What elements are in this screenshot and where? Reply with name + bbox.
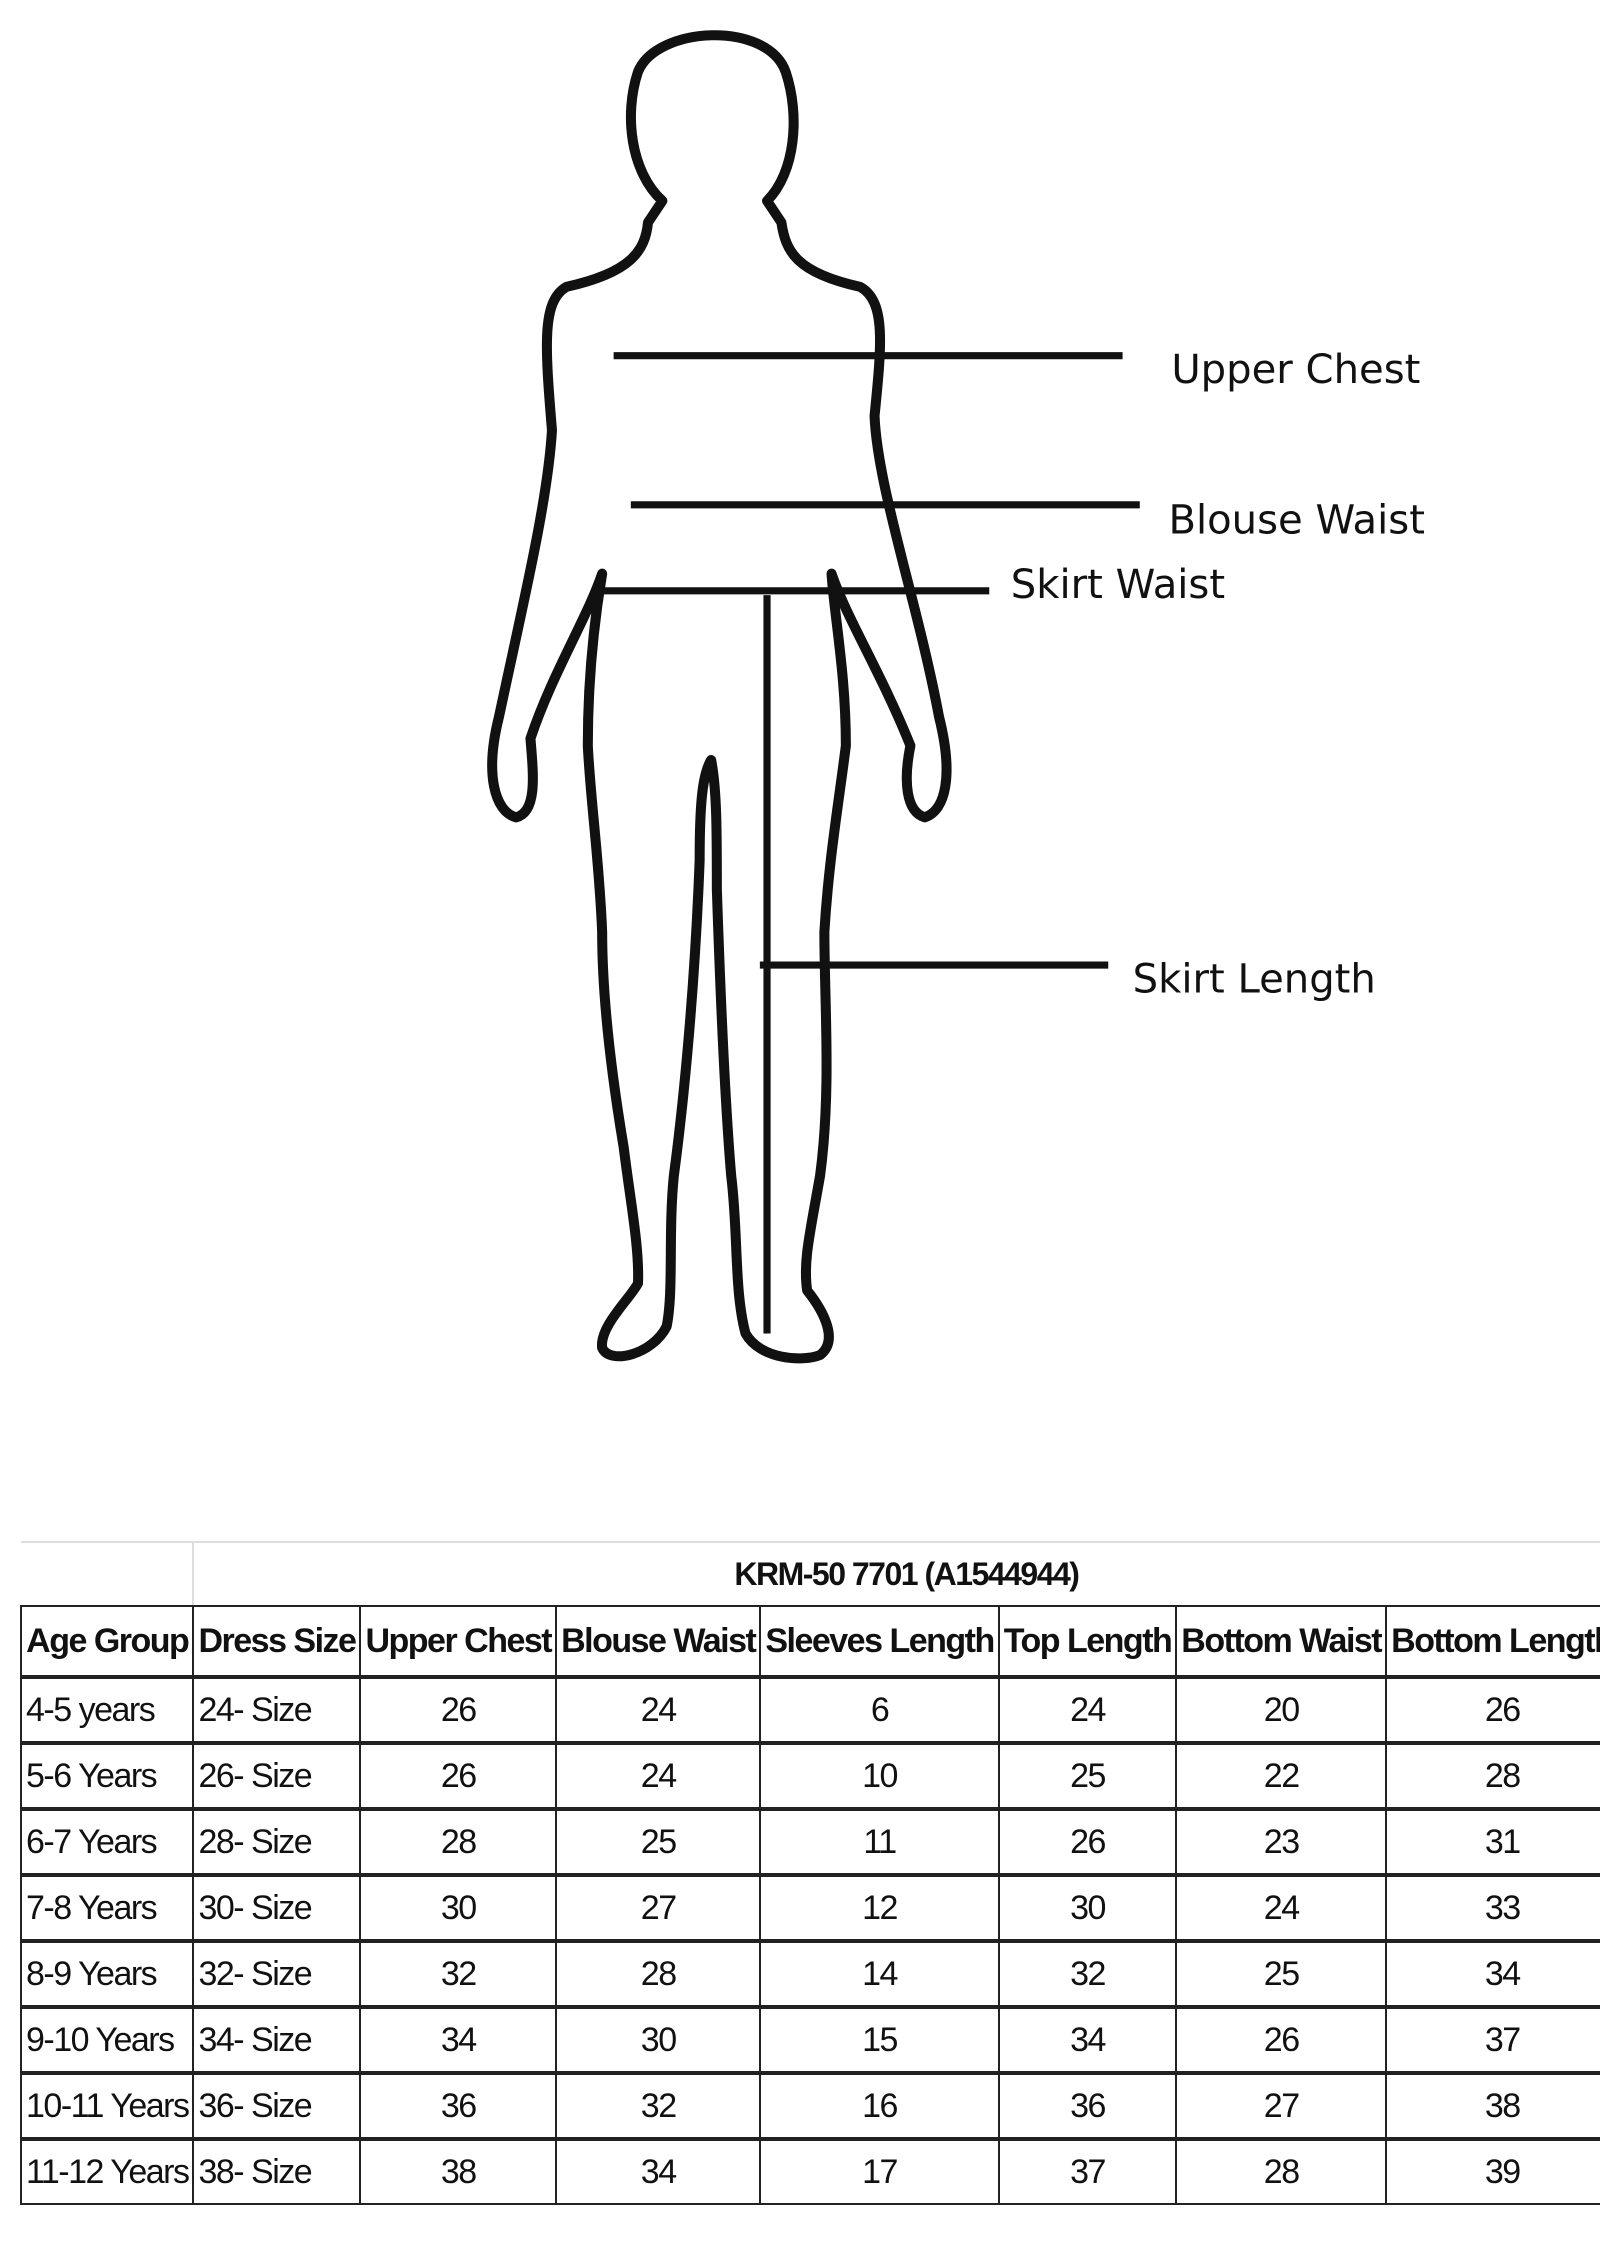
table-cell: 26	[1175, 2005, 1388, 2074]
table-cell: 34	[555, 2137, 762, 2205]
table-row: 7-8 Years 30- Size 30 27 12 30 24 33	[19, 1873, 1600, 1942]
table-cell: 30	[555, 2005, 762, 2074]
table-cell: 33	[1385, 1873, 1600, 1942]
column-header: Bottom Length	[1385, 1605, 1600, 1678]
table-cell: 36- Size	[192, 2071, 362, 2140]
table-cell: 36	[359, 2071, 558, 2140]
table-cell: 32	[555, 2071, 762, 2140]
column-header: Top Length	[997, 1605, 1178, 1678]
table-cell: 5-6 Years	[19, 1741, 195, 1810]
body-silhouette	[487, 30, 952, 1364]
table-cell: 6-7 Years	[19, 1807, 195, 1876]
table-row: 10-11 Years 36- Size 36 32 16 36 27 38	[19, 2071, 1600, 2140]
body-measurement-diagram: Upper Chest Blouse Waist Skirt Waist Ski…	[487, 30, 1425, 1364]
table-cell: 14	[759, 1939, 1000, 2008]
table-cell: 34	[1385, 1939, 1600, 2008]
table-cell: 25	[997, 1741, 1178, 1810]
table-cell: 25	[555, 1807, 762, 1876]
blouse-waist-label: Blouse Waist	[1168, 497, 1424, 543]
table-cell: 38- Size	[192, 2137, 362, 2205]
table-cell: 24	[997, 1675, 1178, 1744]
column-header: Dress Size	[192, 1605, 362, 1678]
table-cell: 26	[1385, 1675, 1600, 1744]
table-cell: 6	[759, 1675, 1000, 1744]
table-row: 9-10 Years 34- Size 34 30 15 34 26 37	[19, 2005, 1600, 2074]
column-header: Sleeves Length	[759, 1605, 1000, 1678]
column-header: Age Group	[19, 1605, 195, 1678]
table-cell: 10	[759, 1741, 1000, 1810]
table-cell: 25	[1175, 1939, 1388, 2008]
table-cell: 38	[1385, 2071, 1600, 2140]
table-cell: 28	[1385, 1741, 1600, 1810]
table-row: 6-7 Years 28- Size 28 25 11 26 23 31	[19, 1807, 1600, 1876]
table-row: 8-9 Years 32- Size 32 28 14 32 25 34	[19, 1939, 1600, 2008]
table-cell: 24	[1175, 1873, 1388, 1942]
size-chart-table: KRM-50 7701 (A1544944) Age Group Dress Si…	[19, 1541, 1600, 2205]
table-cell: 24	[555, 1741, 762, 1810]
table-cell: 30- Size	[192, 1873, 362, 1942]
table-cell: 34	[997, 2005, 1178, 2074]
column-header: Blouse Waist	[555, 1605, 762, 1678]
blank-cell	[21, 1541, 195, 1607]
table-cell: 28	[555, 1939, 762, 2008]
table-cell: 23	[1175, 1807, 1388, 1876]
table-cell: 8-9 Years	[19, 1939, 195, 2008]
table-cell: 15	[759, 2005, 1000, 2074]
table-cell: 26	[997, 1807, 1178, 1876]
table-cell: 31	[1385, 1807, 1600, 1876]
skirt-length-label: Skirt Length	[1133, 956, 1376, 1002]
table-cell: 7-8 Years	[19, 1873, 195, 1942]
table-cell: 27	[555, 1873, 762, 1942]
table-row: 11-12 Years 38- Size 38 34 17 37 28 39	[19, 2137, 1600, 2205]
table-cell: 12	[759, 1873, 1000, 1942]
table-cell: 9-10 Years	[19, 2005, 195, 2074]
column-header: Upper Chest	[359, 1605, 558, 1678]
table-cell: 26	[359, 1675, 558, 1744]
table-cell: 28	[359, 1807, 558, 1876]
table-cell: 32- Size	[192, 1939, 362, 2008]
table-cell: 30	[359, 1873, 558, 1942]
table-row: 5-6 Years 26- Size 26 24 10 25 22 28	[19, 1741, 1600, 1810]
table-cell: 37	[997, 2137, 1178, 2205]
table-cell: 28	[1175, 2137, 1388, 2205]
table-cell: 38	[359, 2137, 558, 2205]
table-cell: 30	[997, 1873, 1178, 1942]
table-cell: 17	[759, 2137, 1000, 2205]
table-cell: 24	[555, 1675, 762, 1744]
table-cell: 24- Size	[192, 1675, 362, 1744]
table-cell: 32	[997, 1939, 1178, 2008]
table-cell: 20	[1175, 1675, 1388, 1744]
table-cell: 11	[759, 1807, 1000, 1876]
table-cell: 26- Size	[192, 1741, 362, 1810]
table-cell: 32	[359, 1939, 558, 2008]
table-header-row: Age Group Dress Size Upper Chest Blouse Wai…	[19, 1605, 1600, 1678]
table-cell: 4-5 years	[19, 1675, 195, 1744]
table-cell: 27	[1175, 2071, 1388, 2140]
table-cell: 39	[1385, 2137, 1600, 2205]
table-title-row: KRM-50 7701 (A1544944)	[21, 1541, 1600, 1607]
table-cell: 34	[359, 2005, 558, 2074]
table-row: 4-5 years 24- Size 26 24 6 24 20 26	[19, 1675, 1600, 1744]
table-cell: 26	[359, 1741, 558, 1810]
table-cell: 11-12 Years	[19, 2137, 195, 2205]
column-header: Bottom Waist	[1175, 1605, 1388, 1678]
upper-chest-label: Upper Chest	[1171, 347, 1420, 393]
product-code-title: KRM-50 7701 (A1544944)	[193, 1541, 1600, 1607]
table-cell: 10-11 Years	[19, 2071, 195, 2140]
table-cell: 28- Size	[192, 1807, 362, 1876]
table-cell: 36	[997, 2071, 1178, 2140]
table-cell: 37	[1385, 2005, 1600, 2074]
table-cell: 16	[759, 2071, 1000, 2140]
table-cell: 22	[1175, 1741, 1388, 1810]
table-cell: 34- Size	[192, 2005, 362, 2074]
skirt-waist-label: Skirt Waist	[1011, 562, 1225, 608]
